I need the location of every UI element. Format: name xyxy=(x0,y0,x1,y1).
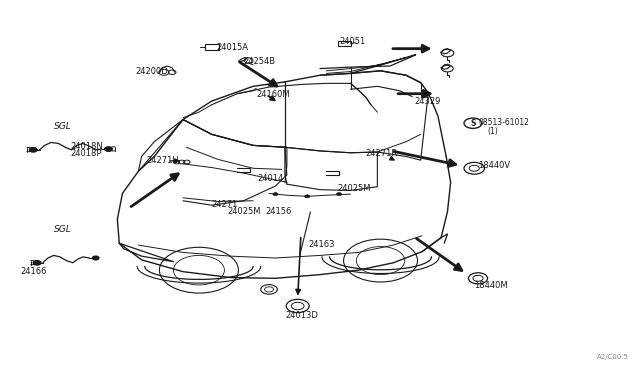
Text: A2/C00.5: A2/C00.5 xyxy=(597,354,629,360)
Text: 24271: 24271 xyxy=(212,200,238,209)
Text: 24051: 24051 xyxy=(339,37,365,46)
Text: 24166: 24166 xyxy=(20,267,47,276)
Circle shape xyxy=(273,193,278,196)
Text: 24014: 24014 xyxy=(257,174,284,183)
Bar xyxy=(338,41,351,46)
Text: 24329: 24329 xyxy=(414,97,441,106)
Text: SGL: SGL xyxy=(54,122,72,131)
Circle shape xyxy=(33,260,41,265)
Text: 24271U: 24271U xyxy=(147,156,179,166)
Text: 08513-61012: 08513-61012 xyxy=(478,118,529,127)
Bar xyxy=(205,44,220,50)
Text: 18440V: 18440V xyxy=(478,161,510,170)
Text: 24200D: 24200D xyxy=(135,67,168,76)
Circle shape xyxy=(305,195,310,198)
Text: 24156: 24156 xyxy=(266,206,292,216)
Text: 24018N: 24018N xyxy=(70,142,103,151)
Text: 24025M: 24025M xyxy=(338,185,371,193)
Text: 24271R: 24271R xyxy=(366,149,398,158)
Text: 24015A: 24015A xyxy=(217,43,249,52)
Text: 24018P: 24018P xyxy=(70,149,102,158)
Text: 24160M: 24160M xyxy=(256,90,290,99)
Text: 18440M: 18440M xyxy=(474,281,508,290)
Text: 24013D: 24013D xyxy=(285,311,318,320)
Circle shape xyxy=(337,193,342,196)
Text: (1): (1) xyxy=(487,127,498,136)
Text: 24025M: 24025M xyxy=(228,206,261,216)
Circle shape xyxy=(104,147,112,151)
Circle shape xyxy=(29,148,37,152)
Text: 24163: 24163 xyxy=(308,240,335,249)
Text: S: S xyxy=(470,119,476,128)
Circle shape xyxy=(93,256,99,260)
Text: SGL: SGL xyxy=(54,225,72,234)
Text: 24254B: 24254B xyxy=(244,57,276,66)
